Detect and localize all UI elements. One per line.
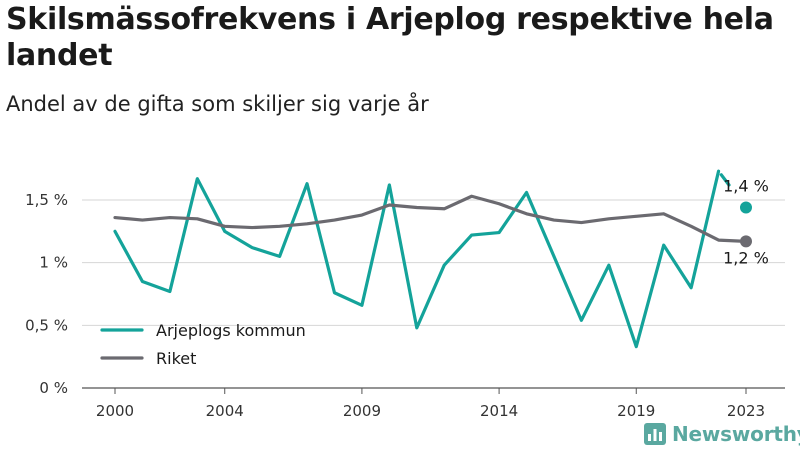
- newsworthy-logo[interactable]: Newsworthy: [644, 421, 800, 447]
- legend-label: Riket: [156, 349, 196, 368]
- series-end-dot: [740, 201, 752, 214]
- y-tick-label: 0,5 %: [25, 316, 68, 334]
- legend-label: Arjeplogs kommun: [156, 321, 306, 340]
- bar-chart-logo-icon: [644, 423, 666, 445]
- x-tick-label: 2023: [727, 402, 765, 420]
- chart-subtitle: Andel av de gifta som skiljer sig varje …: [6, 92, 429, 116]
- x-tick-label: 2009: [343, 402, 381, 420]
- x-tick-label: 2004: [206, 402, 244, 420]
- chart-title: Skilsmässofrekvens i Arjeplog respektive…: [6, 2, 774, 73]
- brand-name: Newsworthy: [672, 422, 800, 446]
- y-tick-label: 0 %: [39, 379, 68, 397]
- y-tick-label: 1 %: [39, 254, 68, 272]
- legend: Arjeplogs kommun Riket: [100, 321, 306, 368]
- grid-lines: [82, 199, 785, 389]
- series-end-dot: [740, 235, 752, 248]
- series-end-label: 1,4 %: [723, 177, 769, 196]
- series-end-label: 1,2 %: [723, 248, 769, 267]
- series-lines: 1,4 % 1,2 %: [113, 169, 769, 349]
- series-line-tail: [719, 173, 731, 187]
- x-tick-label: 2019: [617, 402, 655, 420]
- axes: 0 % 0,5 % 1 % 1,5 % 2000 2004 2009 2014 2019 2023: [25, 191, 765, 420]
- y-tick-label: 1,5 %: [25, 191, 68, 209]
- series-line-1: [113, 194, 748, 243]
- x-tick-label: 2000: [96, 402, 134, 420]
- x-tick-label: 2014: [480, 402, 518, 420]
- series-line-0: [113, 169, 721, 349]
